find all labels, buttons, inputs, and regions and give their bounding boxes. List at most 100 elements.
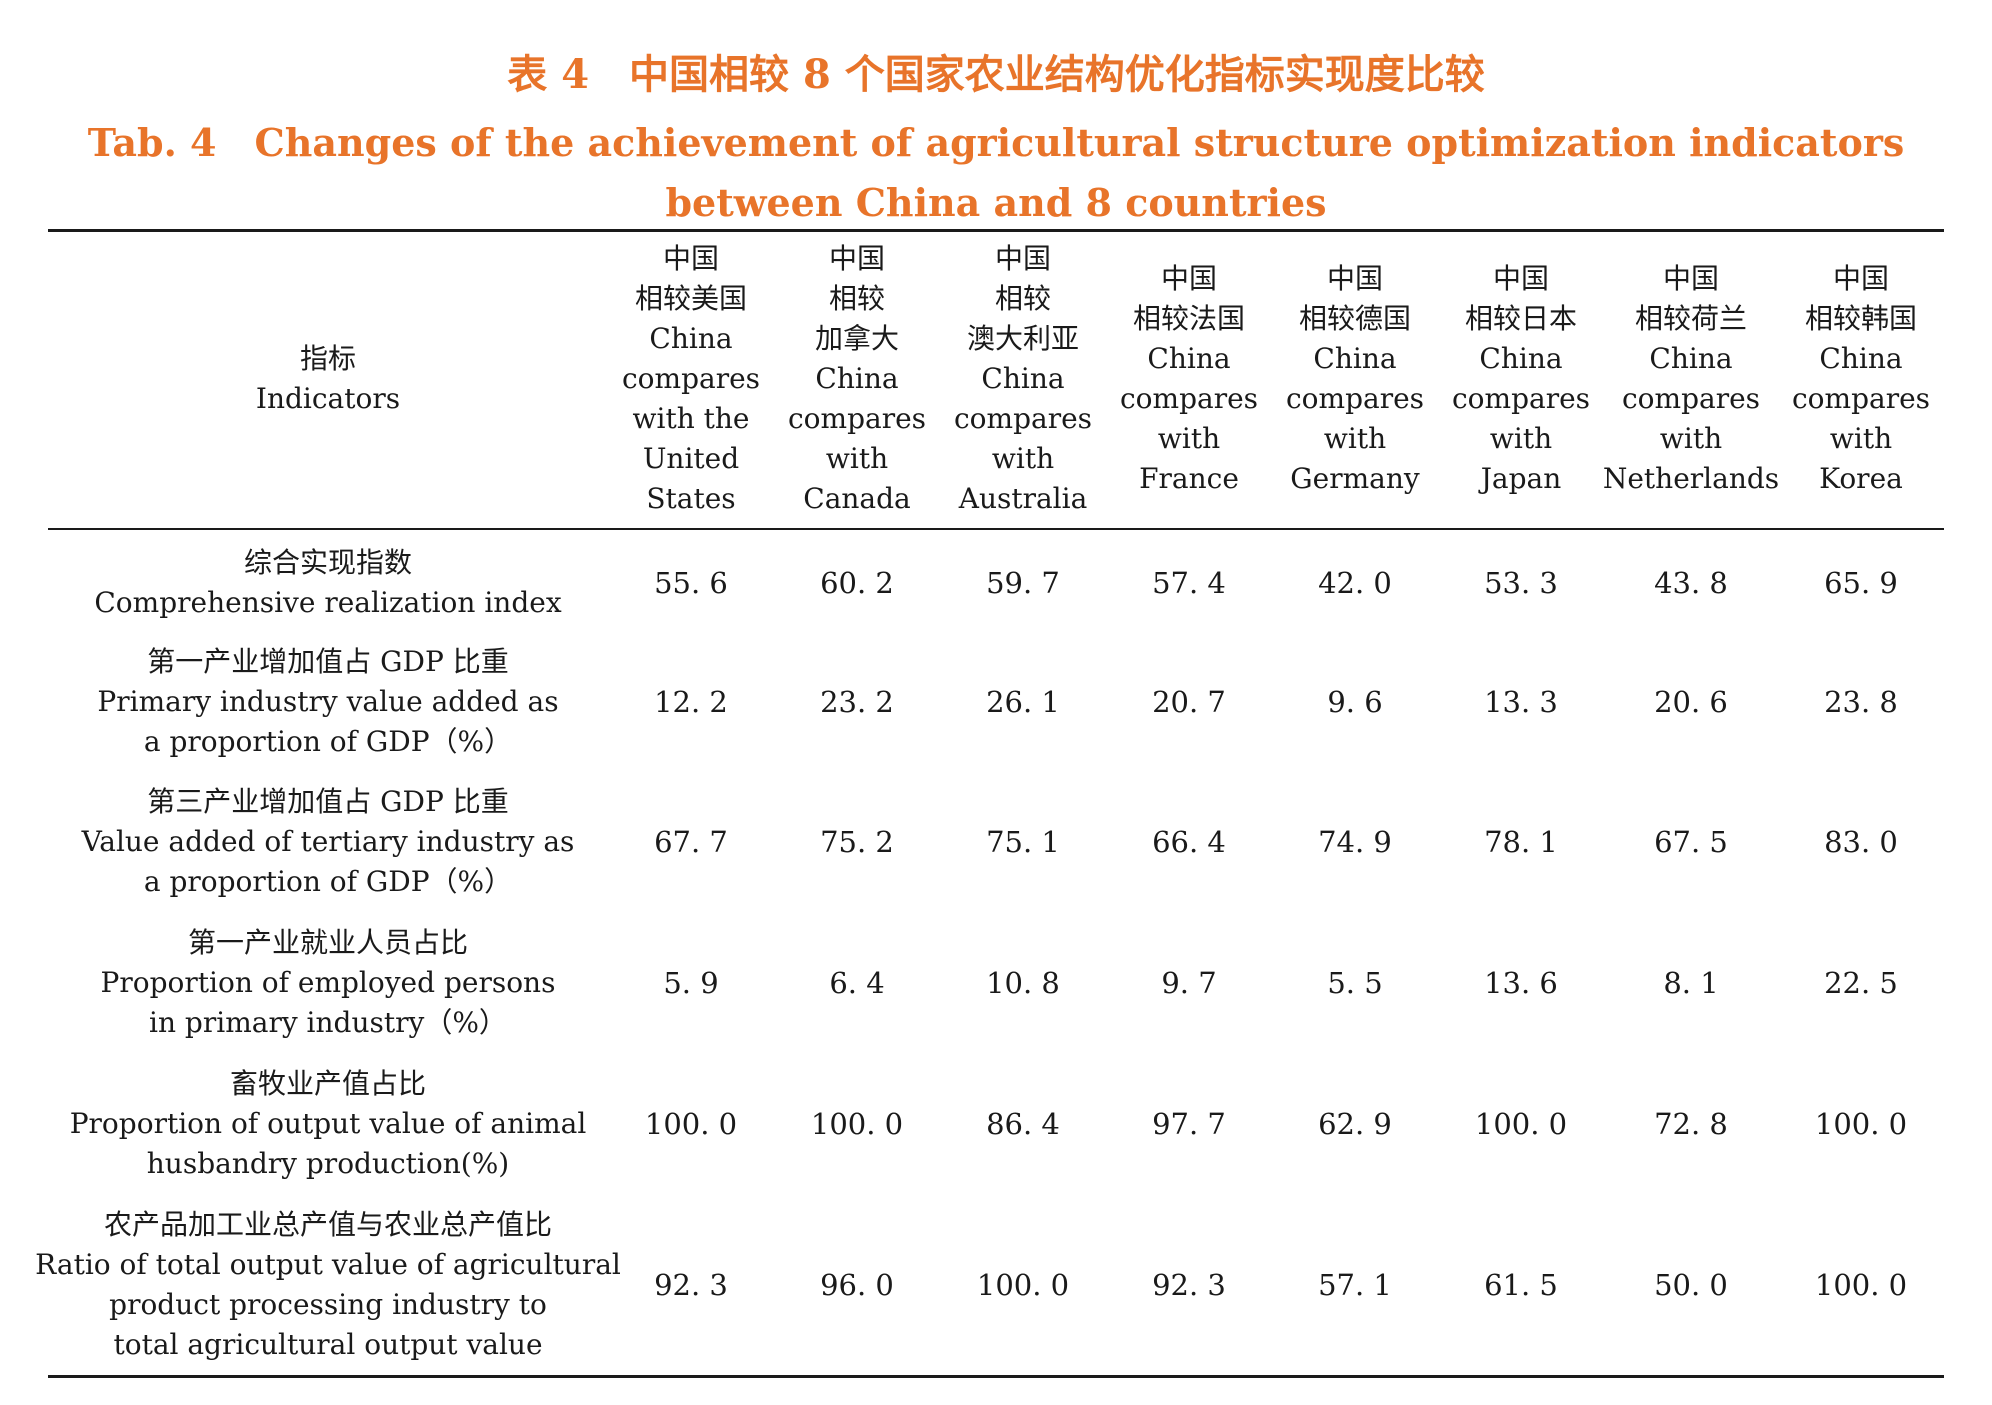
row-indicator-label: 综合实现指数 Comprehensive realization index <box>48 538 608 628</box>
label-line: Primary industry value added as <box>97 685 559 718</box>
label-line: 第三产业增加值占 GDP 比重 <box>147 785 509 818</box>
value-cell: 72. 8 <box>1654 1107 1728 1141</box>
column-header-australia: 中国 相较 澳大利亚 China compares with Australia <box>940 234 1106 524</box>
header-line: China <box>815 362 899 395</box>
header-line: 中国 <box>1662 262 1719 295</box>
column-header-germany: 中国 相较德国 China compares with Germany <box>1272 234 1438 524</box>
value-cell: 78. 1 <box>1484 825 1558 859</box>
value-cell: 59. 7 <box>986 566 1060 600</box>
value-cell: 74. 9 <box>1318 825 1392 859</box>
value-cell: 97. 7 <box>1152 1107 1226 1141</box>
label-line: 第一产业增加值占 GDP 比重 <box>147 645 509 678</box>
header-line: Canada <box>803 482 911 515</box>
value-cell: 92. 3 <box>1152 1268 1226 1302</box>
value-cell: 22. 5 <box>1824 966 1898 1000</box>
header-line: with <box>1323 422 1387 455</box>
header-line: compares <box>1791 382 1931 415</box>
value-cell: 20. 7 <box>1152 685 1226 719</box>
value-cell: 57. 1 <box>1318 1268 1392 1302</box>
value-cell: 42. 0 <box>1318 566 1392 600</box>
header-line: 加拿大 <box>814 322 899 355</box>
label-line: product processing industry to <box>109 1288 547 1321</box>
label-line: 农产品加工业总产值与农业总产值比 <box>103 1208 552 1241</box>
header-line: 相较日本 <box>1464 302 1577 335</box>
label-line: Value added of tertiary industry as <box>81 825 575 858</box>
table-row-animal-husbandry: 畜牧业产值占比 Proportion of output value of an… <box>48 1062 1944 1186</box>
row-indicator-label: 农产品加工业总产值与农业总产值比 Ratio of total output v… <box>35 1203 621 1367</box>
header-line: China <box>981 362 1065 395</box>
column-header-united-states: 中国 相较美国 China compares with the United S… <box>608 234 774 524</box>
header-line: with <box>1489 422 1553 455</box>
table-row-comprehensive-index: 综合实现指数 Comprehensive realization index 5… <box>48 538 1944 628</box>
value-cell: 55. 6 <box>654 566 728 600</box>
header-line: Australia <box>958 482 1088 515</box>
value-cell: 26. 1 <box>986 685 1060 719</box>
row-indicator-label: 第三产业增加值占 GDP 比重 Value added of tertiary … <box>48 780 608 904</box>
header-line: States <box>646 482 736 515</box>
table-caption-en-line2: between China and 8 countries <box>665 180 1327 225</box>
label-line: husbandry production(%) <box>146 1147 510 1180</box>
header-line: 相较德国 <box>1298 302 1411 335</box>
header-line: Netherlands <box>1602 462 1780 495</box>
value-cell: 5. 9 <box>663 966 719 1000</box>
header-line: 中国 <box>1832 262 1889 295</box>
header-line: 中国 <box>828 242 885 275</box>
header-line: 中国 <box>1326 262 1383 295</box>
header-line: 中国 <box>994 242 1051 275</box>
value-cell: 12. 2 <box>654 685 728 719</box>
column-header-netherlands: 中国 相较荷兰 China compares with Netherlands <box>1602 234 1780 524</box>
value-cell: 6. 4 <box>829 966 885 1000</box>
value-cell: 100. 0 <box>1814 1107 1908 1141</box>
label-line: a proportion of GDP（%） <box>143 725 513 758</box>
header-line: compares <box>1119 382 1259 415</box>
table-row-processing-ratio: 农产品加工业总产值与农业总产值比 Ratio of total output v… <box>35 1203 1944 1367</box>
value-cell: 9. 7 <box>1161 966 1217 1000</box>
header-line: with <box>1659 422 1723 455</box>
value-cell: 83. 0 <box>1824 825 1898 859</box>
table-bottom-rule <box>48 1375 1944 1378</box>
value-cell: 60. 2 <box>820 566 894 600</box>
header-line: 中国 <box>662 242 719 275</box>
label-line: a proportion of GDP（%） <box>143 865 513 898</box>
header-line: 相较美国 <box>634 282 747 315</box>
header-line: 相较荷兰 <box>1634 302 1747 335</box>
value-cell: 61. 5 <box>1484 1268 1558 1302</box>
value-cell: 10. 8 <box>986 966 1060 1000</box>
row-indicator-label: 畜牧业产值占比 Proportion of output value of an… <box>48 1062 608 1186</box>
header-line: with <box>991 442 1055 475</box>
label-line: Comprehensive realization index <box>94 586 562 619</box>
label-line: Proportion of employed persons <box>100 966 556 999</box>
header-line: United <box>642 442 740 475</box>
header-line: 相较 <box>828 282 885 315</box>
header-line: Korea <box>1819 462 1903 495</box>
label-line: in primary industry（%） <box>149 1006 507 1039</box>
label-line: Ratio of total output value of agricultu… <box>35 1248 621 1281</box>
value-cell: 96. 0 <box>820 1268 894 1302</box>
column-header-korea: 中国 相较韩国 China compares with Korea <box>1778 234 1944 524</box>
header-line: China <box>1313 342 1397 375</box>
value-cell: 100. 0 <box>976 1268 1070 1302</box>
header-line: 相较法国 <box>1132 302 1245 335</box>
header-line: 中国 <box>1160 262 1217 295</box>
header-line: compares <box>621 362 761 395</box>
value-cell: 8. 1 <box>1663 966 1719 1000</box>
header-line: compares <box>1451 382 1591 415</box>
label-line: 第一产业就业人员占比 <box>187 926 468 959</box>
table-caption-zh: 表 4 中国相较 8 个国家农业结构优化指标实现度比较 <box>507 51 1485 98</box>
value-cell: 62. 9 <box>1318 1107 1392 1141</box>
header-line: with <box>1157 422 1221 455</box>
header-line: with <box>1829 422 1893 455</box>
header-line: China <box>1479 342 1563 375</box>
header-line: with the <box>632 402 750 435</box>
column-header-france: 中国 相较法国 China compares with France <box>1106 234 1272 524</box>
table-row-tertiary-industry-gdp: 第三产业增加值占 GDP 比重 Value added of tertiary … <box>48 780 1944 904</box>
table-row-primary-employment: 第一产业就业人员占比 Proportion of employed person… <box>48 921 1944 1045</box>
header-line: China <box>1819 342 1903 375</box>
value-cell: 75. 1 <box>986 825 1060 859</box>
value-cell: 92. 3 <box>654 1268 728 1302</box>
value-cell: 100. 0 <box>644 1107 738 1141</box>
indicator-column-header: 指标 Indicators <box>48 234 608 524</box>
header-line: China <box>649 322 733 355</box>
label-line: Proportion of output value of animal <box>69 1107 587 1140</box>
value-cell: 43. 8 <box>1654 566 1728 600</box>
